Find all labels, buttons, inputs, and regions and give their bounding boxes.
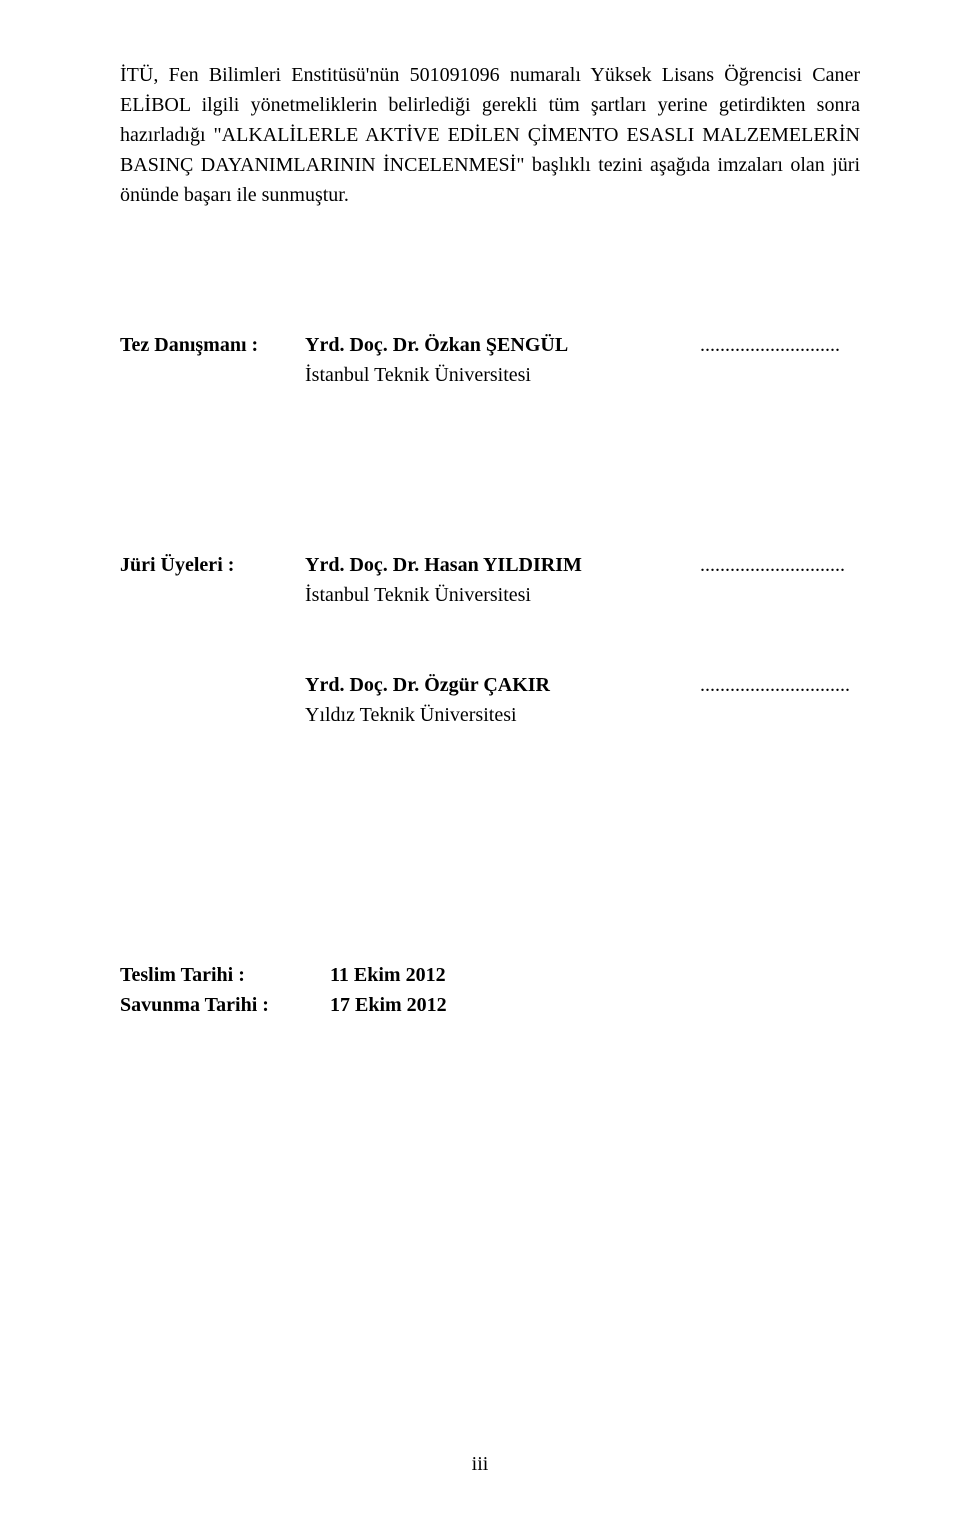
jury-member-2-signature-dots: .............................. <box>700 670 860 700</box>
defense-date-value: 17 Ekim 2012 <box>330 990 447 1020</box>
advisor-section: Tez Danışmanı : Yrd. Doç. Dr. Özkan ŞENG… <box>120 330 860 390</box>
dates-section: Teslim Tarihi : 11 Ekim 2012 Savunma Tar… <box>120 960 860 1020</box>
defense-date-label: Savunma Tarihi : <box>120 990 330 1020</box>
jury-member-1: Jüri Üyeleri : Yrd. Doç. Dr. Hasan YILDI… <box>120 550 860 610</box>
advisor-institution: İstanbul Teknik Üniversitesi <box>305 360 700 390</box>
jury-label: Jüri Üyeleri : <box>120 550 305 580</box>
jury-member-2-name: Yrd. Doç. Dr. Özgür ÇAKIR <box>305 670 700 700</box>
advisor-signature-dots: ............................ <box>700 330 860 360</box>
advisor-name: Yrd. Doç. Dr. Özkan ŞENGÜL <box>305 330 700 360</box>
jury-member-1-institution: İstanbul Teknik Üniversitesi <box>305 580 700 610</box>
jury-member-2-institution: Yıldız Teknik Üniversitesi <box>305 700 700 730</box>
jury-member-1-name: Yrd. Doç. Dr. Hasan YILDIRIM <box>305 550 700 580</box>
page-number: iii <box>472 1453 489 1476</box>
advisor-label: Tez Danışmanı : <box>120 330 305 360</box>
submission-date-label: Teslim Tarihi : <box>120 960 330 990</box>
jury-member-1-signature-dots: ............................. <box>700 550 860 580</box>
intro-paragraph: İTÜ, Fen Bilimleri Enstitüsü'nün 5010910… <box>120 60 860 210</box>
jury-member-2: Yrd. Doç. Dr. Özgür ÇAKIR Yıldız Teknik … <box>120 670 860 730</box>
submission-date-value: 11 Ekim 2012 <box>330 960 446 990</box>
